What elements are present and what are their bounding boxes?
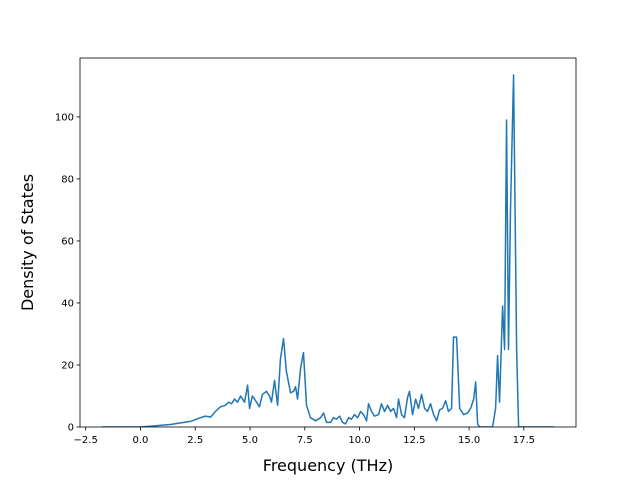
plot-frame (79, 57, 577, 428)
x-axis-title: Frequency (THz) (263, 456, 393, 475)
x-tick-label: 15.0 (458, 435, 480, 446)
x-tick-label: 17.5 (513, 435, 535, 446)
x-tick-label: 7.5 (297, 435, 313, 446)
x-tick-label: 2.5 (187, 435, 203, 446)
x-tick-label: 5.0 (242, 435, 258, 446)
y-tick-label: 100 (55, 112, 74, 123)
data-line (101, 74, 555, 427)
y-tick-label: 60 (61, 236, 74, 247)
y-tick-label: 0 (68, 423, 74, 434)
y-axis-title: Density of States (18, 174, 37, 311)
y-tick-label: 40 (61, 298, 74, 309)
x-tick-label: 12.5 (403, 435, 425, 446)
y-tick-label: 20 (61, 360, 74, 371)
y-tick-label: 80 (61, 174, 74, 185)
x-tick-label: 10.0 (348, 435, 370, 446)
x-tick-label: −2.5 (74, 435, 98, 446)
x-tick-label: 0.0 (133, 435, 149, 446)
